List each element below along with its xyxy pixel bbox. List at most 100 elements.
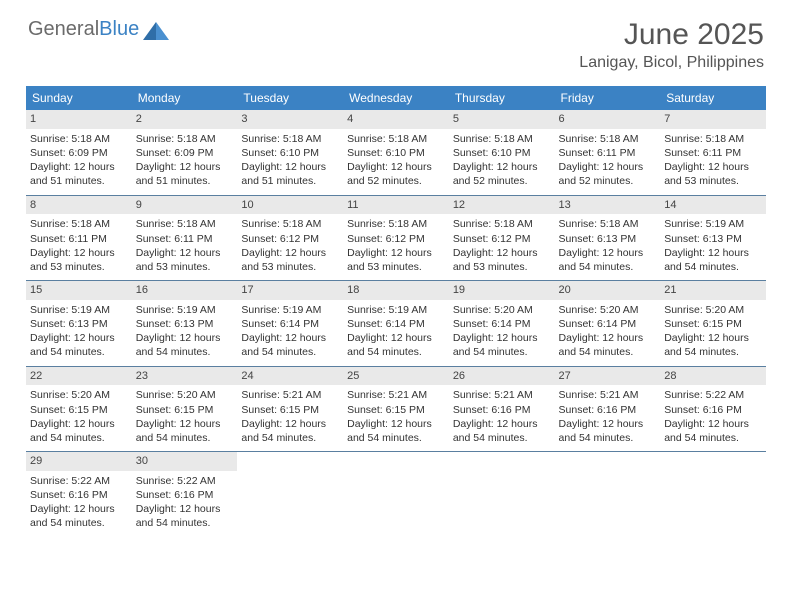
- cell-line: Sunrise: 5:20 AM: [664, 303, 762, 317]
- cell-line: and 52 minutes.: [559, 174, 657, 188]
- cell-line: and 54 minutes.: [559, 345, 657, 359]
- cell-line: Daylight: 12 hours: [30, 502, 128, 516]
- cell-line: Daylight: 12 hours: [30, 246, 128, 260]
- logo-triangle-icon: [143, 20, 169, 40]
- day-number: 27: [555, 367, 661, 386]
- day-number: 22: [26, 367, 132, 386]
- cell-line: Sunset: 6:09 PM: [30, 146, 128, 160]
- cell-line: and 54 minutes.: [559, 431, 657, 445]
- cell-line: and 54 minutes.: [664, 431, 762, 445]
- weekday-header: Saturday: [660, 86, 766, 110]
- day-number: 7: [660, 110, 766, 129]
- cell-line: Daylight: 12 hours: [136, 417, 234, 431]
- cell-line: and 53 minutes.: [664, 174, 762, 188]
- cell-line: Sunrise: 5:18 AM: [559, 132, 657, 146]
- cell-line: Sunrise: 5:21 AM: [559, 388, 657, 402]
- calendar-cell: 13Sunrise: 5:18 AMSunset: 6:13 PMDayligh…: [555, 195, 661, 281]
- day-number: 11: [343, 196, 449, 215]
- calendar-cell: 28Sunrise: 5:22 AMSunset: 6:16 PMDayligh…: [660, 366, 766, 452]
- calendar-cell: 27Sunrise: 5:21 AMSunset: 6:16 PMDayligh…: [555, 366, 661, 452]
- cell-line: Sunset: 6:12 PM: [347, 232, 445, 246]
- cell-line: Sunrise: 5:18 AM: [453, 132, 551, 146]
- day-number: 24: [237, 367, 343, 386]
- cell-line: Daylight: 12 hours: [664, 160, 762, 174]
- day-number: 23: [132, 367, 238, 386]
- cell-line: and 54 minutes.: [347, 431, 445, 445]
- cell-line: Sunset: 6:14 PM: [241, 317, 339, 331]
- cell-line: Daylight: 12 hours: [241, 160, 339, 174]
- location: Lanigay, Bicol, Philippines: [579, 54, 764, 72]
- cell-line: Sunset: 6:16 PM: [136, 488, 234, 502]
- cell-line: Sunrise: 5:21 AM: [453, 388, 551, 402]
- cell-line: Sunset: 6:13 PM: [136, 317, 234, 331]
- cell-line: Sunrise: 5:18 AM: [347, 132, 445, 146]
- day-number: 10: [237, 196, 343, 215]
- cell-line: Sunrise: 5:18 AM: [241, 217, 339, 231]
- cell-line: Daylight: 12 hours: [453, 246, 551, 260]
- calendar-cell: 19Sunrise: 5:20 AMSunset: 6:14 PMDayligh…: [449, 281, 555, 367]
- cell-line: Sunrise: 5:21 AM: [241, 388, 339, 402]
- cell-line: Daylight: 12 hours: [453, 160, 551, 174]
- cell-line: Daylight: 12 hours: [136, 160, 234, 174]
- cell-line: Sunrise: 5:22 AM: [664, 388, 762, 402]
- cell-line: Daylight: 12 hours: [453, 417, 551, 431]
- cell-line: Daylight: 12 hours: [559, 246, 657, 260]
- day-number: 8: [26, 196, 132, 215]
- day-number: 2: [132, 110, 238, 129]
- calendar-cell: 26Sunrise: 5:21 AMSunset: 6:16 PMDayligh…: [449, 366, 555, 452]
- cell-line: Sunset: 6:10 PM: [453, 146, 551, 160]
- cell-line: and 51 minutes.: [241, 174, 339, 188]
- cell-line: Sunrise: 5:20 AM: [30, 388, 128, 402]
- cell-line: Sunset: 6:13 PM: [559, 232, 657, 246]
- cell-line: Sunrise: 5:22 AM: [30, 474, 128, 488]
- cell-line: Daylight: 12 hours: [241, 417, 339, 431]
- calendar-cell: 10Sunrise: 5:18 AMSunset: 6:12 PMDayligh…: [237, 195, 343, 281]
- cell-line: and 53 minutes.: [241, 260, 339, 274]
- title-block: June 2025 Lanigay, Bicol, Philippines: [579, 18, 764, 72]
- cell-line: and 54 minutes.: [241, 345, 339, 359]
- calendar-cell: 4Sunrise: 5:18 AMSunset: 6:10 PMDaylight…: [343, 110, 449, 195]
- cell-line: and 54 minutes.: [30, 345, 128, 359]
- cell-line: Daylight: 12 hours: [136, 246, 234, 260]
- calendar-cell-empty: [449, 452, 555, 537]
- day-number: 26: [449, 367, 555, 386]
- calendar-cell: 16Sunrise: 5:19 AMSunset: 6:13 PMDayligh…: [132, 281, 238, 367]
- cell-line: and 54 minutes.: [453, 431, 551, 445]
- day-number: 1: [26, 110, 132, 129]
- cell-line: and 54 minutes.: [30, 516, 128, 530]
- cell-line: and 54 minutes.: [559, 260, 657, 274]
- weekday-header: Tuesday: [237, 86, 343, 110]
- cell-line: Sunrise: 5:18 AM: [347, 217, 445, 231]
- cell-line: Sunset: 6:12 PM: [453, 232, 551, 246]
- cell-line: and 53 minutes.: [347, 260, 445, 274]
- cell-line: Sunset: 6:15 PM: [347, 403, 445, 417]
- day-number: 30: [132, 452, 238, 471]
- cell-line: Sunrise: 5:18 AM: [30, 132, 128, 146]
- cell-line: Daylight: 12 hours: [30, 160, 128, 174]
- cell-line: Sunset: 6:13 PM: [30, 317, 128, 331]
- cell-line: and 54 minutes.: [347, 345, 445, 359]
- cell-line: and 52 minutes.: [453, 174, 551, 188]
- calendar-cell: 12Sunrise: 5:18 AMSunset: 6:12 PMDayligh…: [449, 195, 555, 281]
- cell-line: Daylight: 12 hours: [559, 160, 657, 174]
- cell-line: Sunset: 6:11 PM: [559, 146, 657, 160]
- day-number: 19: [449, 281, 555, 300]
- cell-line: and 54 minutes.: [136, 345, 234, 359]
- day-number: 4: [343, 110, 449, 129]
- calendar-body: 1Sunrise: 5:18 AMSunset: 6:09 PMDaylight…: [26, 110, 766, 537]
- weekday-header: Monday: [132, 86, 238, 110]
- cell-line: Daylight: 12 hours: [453, 331, 551, 345]
- calendar-cell: 9Sunrise: 5:18 AMSunset: 6:11 PMDaylight…: [132, 195, 238, 281]
- cell-line: Sunset: 6:14 PM: [559, 317, 657, 331]
- calendar-row: 8Sunrise: 5:18 AMSunset: 6:11 PMDaylight…: [26, 195, 766, 281]
- cell-line: Sunset: 6:11 PM: [136, 232, 234, 246]
- cell-line: Sunrise: 5:18 AM: [664, 132, 762, 146]
- cell-line: and 51 minutes.: [30, 174, 128, 188]
- cell-line: Sunrise: 5:19 AM: [30, 303, 128, 317]
- cell-line: Sunset: 6:16 PM: [559, 403, 657, 417]
- calendar-cell: 21Sunrise: 5:20 AMSunset: 6:15 PMDayligh…: [660, 281, 766, 367]
- day-number: 13: [555, 196, 661, 215]
- header: GeneralBlue June 2025 Lanigay, Bicol, Ph…: [0, 0, 792, 78]
- calendar-cell: 3Sunrise: 5:18 AMSunset: 6:10 PMDaylight…: [237, 110, 343, 195]
- day-number: 21: [660, 281, 766, 300]
